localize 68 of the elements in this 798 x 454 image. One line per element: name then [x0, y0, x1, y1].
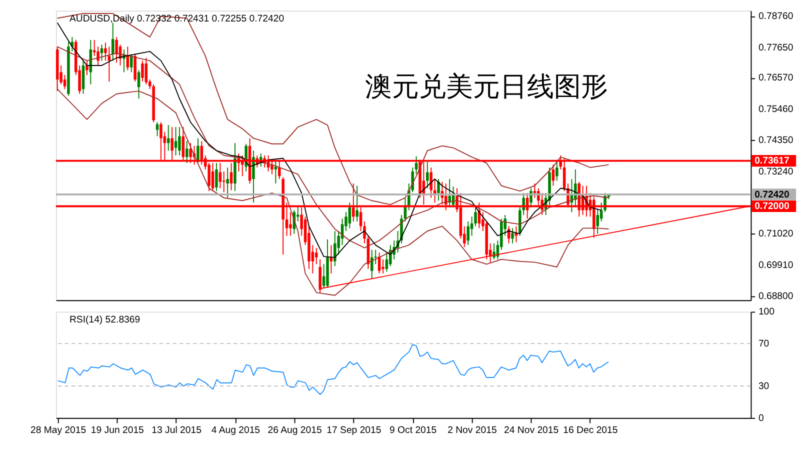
x-tick-label: 19 Jun 2015 — [90, 424, 144, 436]
x-tick-label: 28 May 2015 — [30, 424, 86, 436]
ref-line-label: 0.72000 — [754, 201, 790, 212]
line-series — [57, 344, 609, 395]
candlestick — [185, 140, 188, 164]
candlestick — [196, 138, 200, 164]
candlestick — [348, 202, 352, 229]
y-tick-label: 0.71020 — [758, 228, 794, 240]
ref-line-label: 0.72420 — [754, 189, 790, 200]
candlestick — [86, 60, 88, 76]
candlestick — [330, 244, 333, 274]
candlestick — [533, 183, 536, 198]
y-tick-label: 0.73240 — [758, 166, 794, 178]
candlestick — [511, 228, 514, 244]
candlestick — [63, 74, 66, 90]
candlestick — [115, 36, 118, 64]
candlestick — [137, 70, 140, 100]
candlestick — [356, 185, 358, 222]
candlestick — [437, 178, 440, 202]
candlestick — [314, 247, 318, 265]
x-tick-label: 2 Nov 2015 — [448, 424, 497, 436]
x-tick-label: 4 Aug 2015 — [211, 424, 260, 436]
candlestick — [134, 54, 136, 82]
y-tick-label: 30 — [758, 380, 770, 392]
y-tick-label: 0.78760 — [758, 11, 794, 22]
candlestick — [226, 167, 229, 198]
y-tick-label: 0.76570 — [758, 72, 794, 84]
ref-line-label: 0.73617 — [754, 156, 790, 167]
candlestick — [289, 212, 292, 236]
candlestick — [144, 57, 148, 85]
y-tick-label: 0.77650 — [758, 42, 794, 54]
y-tick-label: 0.74350 — [758, 135, 794, 146]
candlestick — [370, 249, 374, 279]
candlestick — [156, 122, 159, 137]
chart-title: RSI(14) 52.8369 — [69, 314, 140, 326]
line-series — [56, 12, 610, 206]
candlestick — [215, 162, 218, 192]
candlestick — [222, 170, 226, 193]
candlestick — [596, 208, 599, 234]
candlestick — [274, 159, 278, 184]
x-tick-label: 26 Aug 2015 — [268, 424, 322, 436]
candlestick — [141, 60, 144, 82]
y-tick-label: 100 — [758, 306, 774, 318]
y-tick-label: 0.68800 — [758, 291, 794, 302]
x-tick-label: 13 Jul 2015 — [152, 424, 202, 436]
candlestick — [466, 220, 470, 246]
annotation: 澳元兑美元日线图形 — [365, 72, 608, 103]
candlestick — [414, 156, 418, 175]
x-tick-label: 16 Dec 2015 — [563, 424, 618, 436]
candlestick — [333, 230, 336, 267]
x-tick-label: 17 Sep 2015 — [326, 424, 382, 436]
candlestick — [426, 161, 429, 189]
y-tick-label: 70 — [758, 338, 770, 350]
y-tick-label: 0.75460 — [758, 104, 794, 115]
candlestick — [430, 167, 432, 198]
candlestick — [252, 150, 255, 204]
candlestick — [382, 258, 384, 274]
candlestick — [92, 39, 96, 56]
x-tick-label: 9 Oct 2015 — [390, 424, 437, 436]
candlestick — [385, 252, 388, 272]
candlestick — [178, 126, 181, 156]
x-tick-label: 24 Nov 2015 — [504, 424, 559, 436]
y-tick-label: 0 — [758, 412, 764, 424]
candlestick — [166, 124, 170, 152]
y-tick-label: 0.69910 — [758, 260, 794, 271]
candlestick — [82, 60, 85, 94]
candlestick — [556, 159, 558, 182]
candlestick — [174, 126, 178, 156]
